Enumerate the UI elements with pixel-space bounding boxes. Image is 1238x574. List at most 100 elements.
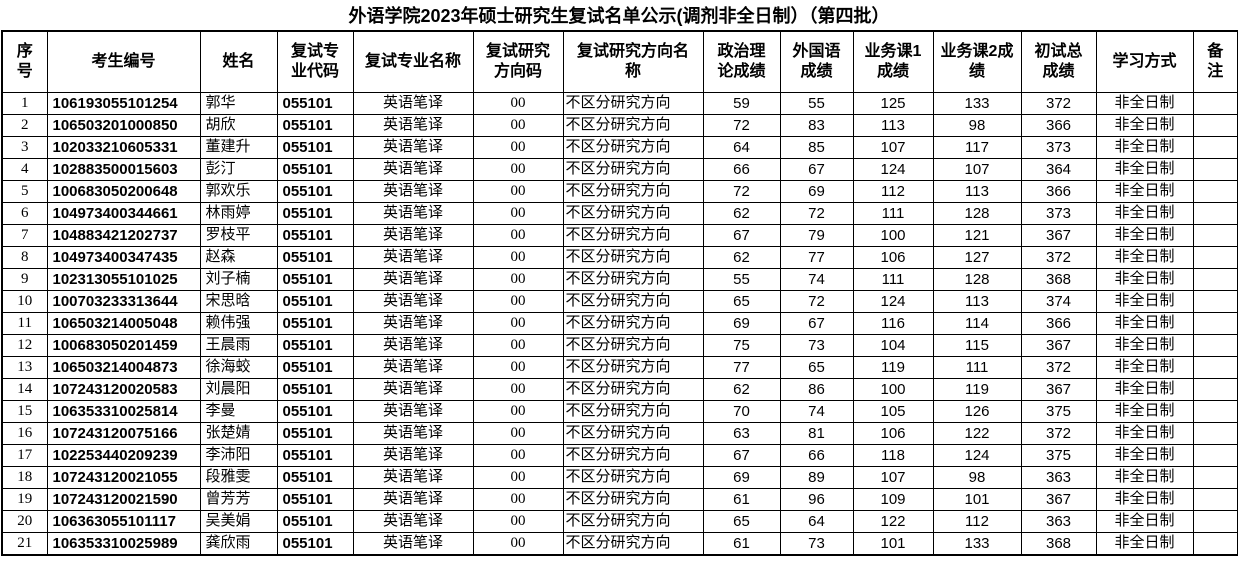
cell-total-score: 363 — [1020, 465, 1097, 489]
cell-major-name: 英语笔译 — [352, 465, 474, 489]
cell-major-code: 055101 — [276, 267, 354, 291]
cell-direction-code: 00 — [472, 201, 564, 225]
cell-direction-name: 不区分研究方向 — [562, 201, 704, 225]
cell-name: 吴美娟 — [199, 509, 278, 533]
cell-remarks — [1192, 267, 1238, 291]
cell-direction-name: 不区分研究方向 — [562, 135, 704, 159]
cell-course2-score: 128 — [932, 201, 1022, 225]
cell-study-mode: 非全日制 — [1095, 443, 1194, 467]
cell-direction-name: 不区分研究方向 — [562, 355, 704, 379]
cell-direction-name: 不区分研究方向 — [562, 267, 704, 291]
cell-major-name: 英语笔译 — [352, 113, 474, 137]
cell-major-code: 055101 — [276, 355, 354, 379]
cell-study-mode: 非全日制 — [1095, 377, 1194, 401]
cell-course2-score: 119 — [932, 377, 1022, 401]
cell-direction-name: 不区分研究方向 — [562, 113, 704, 137]
cell-major-name: 英语笔译 — [352, 135, 474, 159]
table-row: 14 107243120020583 刘晨阳 055101 英语笔译 00 不区分研究方向 6… — [1, 377, 1238, 401]
cell-major-name: 英语笔译 — [352, 333, 474, 357]
table-row: 10 100703233313644 宋思晗 055101 英语笔译 00 不区分研究方向 6… — [1, 289, 1238, 313]
cell-foreign-language-score: 69 — [779, 179, 854, 203]
cell-candidate-id: 106363055101117 — [46, 509, 201, 533]
cell-index: 20 — [1, 509, 48, 533]
cell-course2-score: 133 — [932, 91, 1022, 115]
cell-course2-score: 133 — [932, 531, 1022, 555]
cell-direction-name: 不区分研究方向 — [562, 509, 704, 533]
cell-study-mode: 非全日制 — [1095, 355, 1194, 379]
cell-name: 宋思晗 — [199, 289, 278, 313]
cell-total-score: 372 — [1020, 91, 1097, 115]
cell-name: 罗枝平 — [199, 223, 278, 247]
cell-course1-score: 109 — [852, 487, 934, 511]
cell-major-name: 英语笔译 — [352, 289, 474, 313]
cell-course1-score: 107 — [852, 135, 934, 159]
cell-name: 彭汀 — [199, 157, 278, 181]
cell-direction-code: 00 — [472, 531, 564, 555]
cell-name: 张楚婧 — [199, 421, 278, 445]
table-row: 2 106503201000850 胡欣 055101 英语笔译 00 不区分研究方向 72 8… — [1, 113, 1238, 137]
cell-major-code: 055101 — [276, 91, 354, 115]
table-row: 15 106353310025814 李曼 055101 英语笔译 00 不区分研究方向 70… — [1, 399, 1238, 423]
cell-candidate-id: 104973400344661 — [46, 201, 201, 225]
cell-foreign-language-score: 74 — [779, 399, 854, 423]
col-header-direction-code: 复试研究方向码 — [472, 30, 564, 93]
page-title: 外语学院2023年硕士研究生复试名单公示(调剂非全日制）（第四批） — [348, 6, 890, 26]
cell-total-score: 372 — [1020, 421, 1097, 445]
cell-politics-score: 64 — [702, 135, 781, 159]
cell-direction-name: 不区分研究方向 — [562, 421, 704, 445]
cell-direction-code: 00 — [472, 245, 564, 269]
cell-politics-score: 66 — [702, 157, 781, 181]
cell-remarks — [1192, 157, 1238, 181]
col-header-remarks: 备注 — [1192, 30, 1238, 93]
cell-name: 曾芳芳 — [199, 487, 278, 511]
table-row: 17 102253440209239 李沛阳 055101 英语笔译 00 不区分研究方向 6… — [1, 443, 1238, 467]
cell-politics-score: 62 — [702, 377, 781, 401]
cell-foreign-language-score: 65 — [779, 355, 854, 379]
col-header-major-name: 复试专业名称 — [352, 30, 474, 93]
table-row: 13 106503214004873 徐海蛟 055101 英语笔译 00 不区分研究方向 7… — [1, 355, 1238, 379]
cell-direction-code: 00 — [472, 157, 564, 181]
cell-candidate-id: 102313055101025 — [46, 267, 201, 291]
cell-index: 2 — [1, 113, 48, 137]
table-row: 9 102313055101025 刘子楠 055101 英语笔译 00 不区分研究方向 55… — [1, 267, 1238, 291]
cell-direction-code: 00 — [472, 421, 564, 445]
cell-foreign-language-score: 86 — [779, 377, 854, 401]
cell-name: 王晨雨 — [199, 333, 278, 357]
cell-name: 刘子楠 — [199, 267, 278, 291]
cell-index: 4 — [1, 157, 48, 181]
cell-total-score: 373 — [1020, 201, 1097, 225]
table-row: 1 106193055101254 郭华 055101 英语笔译 00 不区分研究方向 59 5… — [1, 91, 1238, 115]
cell-politics-score: 72 — [702, 179, 781, 203]
cell-total-score: 366 — [1020, 113, 1097, 137]
cell-name: 林雨婷 — [199, 201, 278, 225]
cell-direction-name: 不区分研究方向 — [562, 311, 704, 335]
cell-major-name: 英语笔译 — [352, 399, 474, 423]
cell-study-mode: 非全日制 — [1095, 179, 1194, 203]
cell-total-score: 372 — [1020, 355, 1097, 379]
cell-candidate-id: 107243120021590 — [46, 487, 201, 511]
cell-major-code: 055101 — [276, 531, 354, 555]
cell-total-score: 367 — [1020, 223, 1097, 247]
cell-name: 刘晨阳 — [199, 377, 278, 401]
cell-major-code: 055101 — [276, 399, 354, 423]
cell-study-mode: 非全日制 — [1095, 267, 1194, 291]
cell-major-name: 英语笔译 — [352, 377, 474, 401]
cell-course1-score: 118 — [852, 443, 934, 467]
cell-major-code: 055101 — [276, 333, 354, 357]
col-header-course2-score: 业务课2成绩 — [932, 30, 1022, 93]
cell-course1-score: 124 — [852, 157, 934, 181]
cell-foreign-language-score: 83 — [779, 113, 854, 137]
cell-course2-score: 124 — [932, 443, 1022, 467]
cell-politics-score: 70 — [702, 399, 781, 423]
cell-total-score: 367 — [1020, 487, 1097, 511]
cell-index: 15 — [1, 399, 48, 423]
cell-candidate-id: 106353310025989 — [46, 531, 201, 555]
cell-total-score: 375 — [1020, 399, 1097, 423]
cell-study-mode: 非全日制 — [1095, 311, 1194, 335]
cell-remarks — [1192, 399, 1238, 423]
cell-politics-score: 65 — [702, 289, 781, 313]
cell-foreign-language-score: 96 — [779, 487, 854, 511]
cell-politics-score: 65 — [702, 509, 781, 533]
cell-candidate-id: 100683050200648 — [46, 179, 201, 203]
cell-course1-score: 100 — [852, 377, 934, 401]
